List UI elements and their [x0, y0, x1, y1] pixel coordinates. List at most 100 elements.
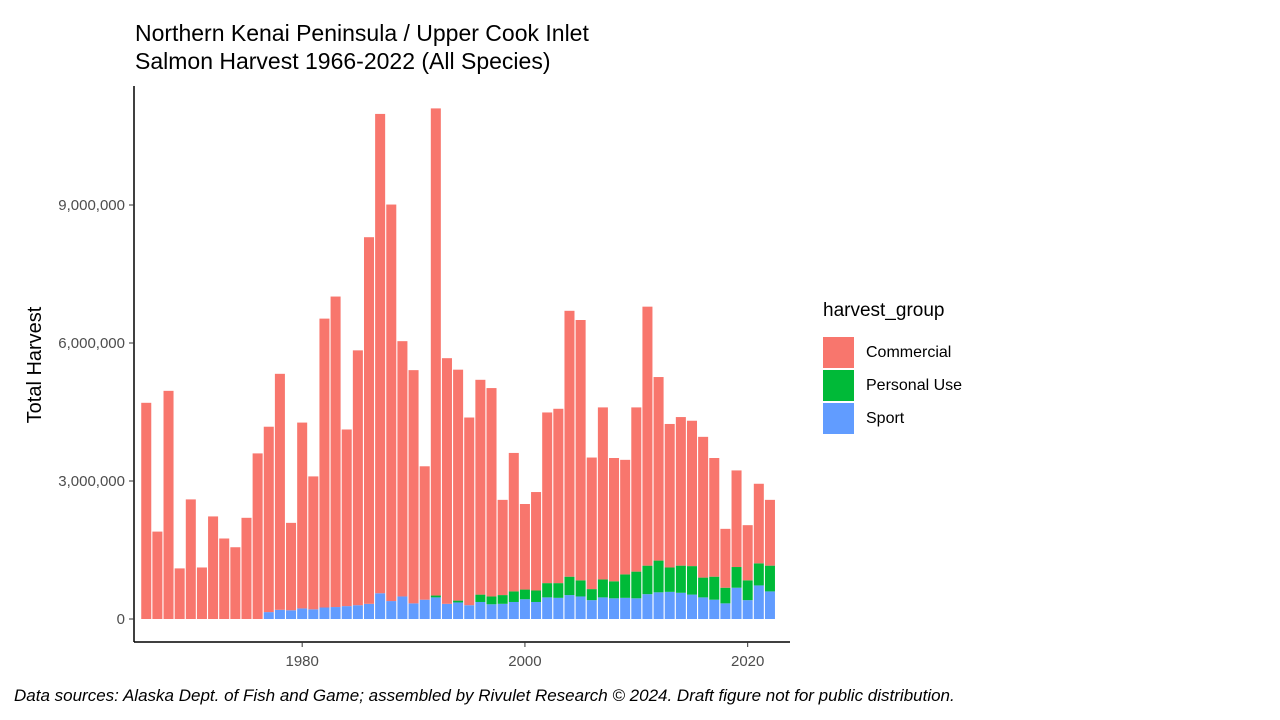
bar-sport-2014 [675, 592, 686, 619]
bar-commercial-2001 [531, 492, 542, 591]
bar-personal-use-2011 [642, 565, 653, 595]
bar-commercial-1972 [208, 516, 219, 619]
bar-commercial-2010 [631, 407, 642, 572]
bar-commercial-1996 [475, 379, 486, 595]
bar-sport-1986 [363, 603, 375, 619]
bar-commercial-2002 [542, 412, 553, 584]
bar-sport-1982 [319, 607, 330, 619]
legend-item-personal-use: Personal Use [823, 369, 962, 402]
bar-sport-1984 [341, 606, 352, 619]
bar-sport-2018 [720, 603, 731, 619]
bar-commercial-1968 [163, 390, 174, 619]
x-tick-label: 2020 [731, 653, 764, 670]
bar-commercial-1995 [464, 417, 475, 606]
bar-commercial-1997 [486, 388, 497, 597]
bar-commercial-1993 [441, 358, 452, 604]
bar-sport-2007 [597, 597, 608, 619]
bar-sport-2004 [564, 595, 575, 619]
bar-personal-use-2010 [631, 571, 642, 599]
bar-sport-1985 [352, 605, 363, 619]
bar-sport-2009 [620, 597, 631, 619]
x-axis-ticks: 1980 2000 2020 [285, 642, 764, 670]
bar-sport-2019 [731, 587, 742, 619]
bar-sport-1999 [508, 601, 519, 619]
bar-sport-2017 [709, 599, 720, 619]
legend-item-commercial: Commercial [823, 336, 962, 369]
bar-commercial-1979 [286, 522, 297, 611]
bar-commercial-1976 [252, 453, 263, 619]
legend: harvest_group Commercial Personal Use Sp… [823, 300, 962, 435]
bar-personal-use-2000 [519, 589, 530, 600]
bar-personal-use-2004 [564, 576, 575, 596]
bar-commercial-1980 [297, 422, 308, 609]
bar-commercial-2017 [709, 458, 720, 577]
y-axis-label: Total Harvest [24, 306, 46, 423]
bar-commercial-1982 [319, 318, 330, 608]
bar-sport-1979 [286, 610, 297, 619]
bar-sport-2022 [764, 591, 775, 619]
bar-commercial-2012 [653, 377, 664, 561]
bar-sport-1983 [330, 607, 341, 619]
bar-sport-1990 [408, 603, 419, 619]
bar-commercial-2004 [564, 310, 575, 577]
bar-sport-1992 [430, 597, 441, 619]
bar-sport-2000 [519, 599, 530, 619]
bar-sport-1980 [297, 608, 308, 619]
bar-commercial-1981 [308, 476, 319, 610]
bar-sport-1994 [453, 602, 464, 619]
data-source-caption: Data sources: Alaska Dept. of Fish and G… [14, 686, 955, 705]
bar-personal-use-1992 [430, 595, 441, 598]
bar-sport-2013 [664, 591, 675, 619]
bar-personal-use-1996 [475, 594, 486, 602]
bar-commercial-1994 [453, 369, 464, 601]
bar-personal-use-2016 [698, 577, 709, 598]
bar-sport-2002 [542, 597, 553, 619]
bar-sport-2008 [609, 598, 620, 619]
bar-personal-use-2009 [620, 574, 631, 598]
bar-commercial-1984 [341, 429, 352, 607]
bar-sport-1988 [386, 601, 397, 619]
chart-subtitle: Salmon Harvest 1966-2022 (All Species) [135, 48, 551, 74]
bar-layer [141, 108, 775, 619]
bar-commercial-1991 [419, 466, 430, 600]
y-axis-ticks: 0 3,000,000 6,000,000 9,000,000 [58, 197, 134, 628]
bar-commercial-1970 [185, 499, 196, 619]
bar-commercial-2013 [664, 423, 675, 568]
bar-commercial-1999 [508, 452, 519, 592]
bar-personal-use-2013 [664, 567, 675, 592]
bar-commercial-1971 [196, 567, 207, 619]
y-tick-label: 9,000,000 [58, 197, 125, 214]
bar-sport-1991 [419, 599, 430, 619]
legend-label-sport: Sport [866, 409, 905, 427]
legend-item-sport: Sport [823, 402, 962, 435]
bar-commercial-1975 [241, 517, 252, 619]
bar-personal-use-2007 [597, 579, 608, 598]
x-tick-label: 2000 [508, 653, 541, 670]
bar-personal-use-2022 [764, 565, 775, 592]
bar-commercial-2022 [764, 499, 775, 566]
bar-commercial-1998 [497, 499, 508, 596]
bar-personal-use-1994 [453, 600, 464, 603]
bar-personal-use-1999 [508, 591, 519, 602]
bar-commercial-2011 [642, 306, 653, 566]
x-tick-label: 1980 [285, 653, 318, 670]
bar-commercial-1969 [174, 568, 185, 619]
bar-commercial-2005 [575, 320, 586, 581]
bar-personal-use-2006 [586, 589, 597, 601]
bar-commercial-1973 [219, 538, 230, 619]
bar-commercial-2021 [753, 483, 764, 564]
bar-commercial-2018 [720, 528, 731, 588]
bar-personal-use-2018 [720, 587, 731, 604]
bar-sport-1998 [497, 603, 508, 619]
bar-sport-2006 [586, 600, 597, 619]
bar-personal-use-2015 [686, 566, 698, 595]
bar-sport-2021 [753, 585, 764, 619]
legend-swatch-sport [823, 403, 854, 434]
bar-commercial-2014 [675, 417, 686, 566]
bar-sport-2003 [553, 597, 564, 619]
bar-sport-1993 [441, 603, 452, 619]
bar-commercial-1974 [230, 547, 241, 619]
bar-sport-1995 [464, 605, 475, 619]
bar-commercial-1983 [330, 296, 341, 608]
